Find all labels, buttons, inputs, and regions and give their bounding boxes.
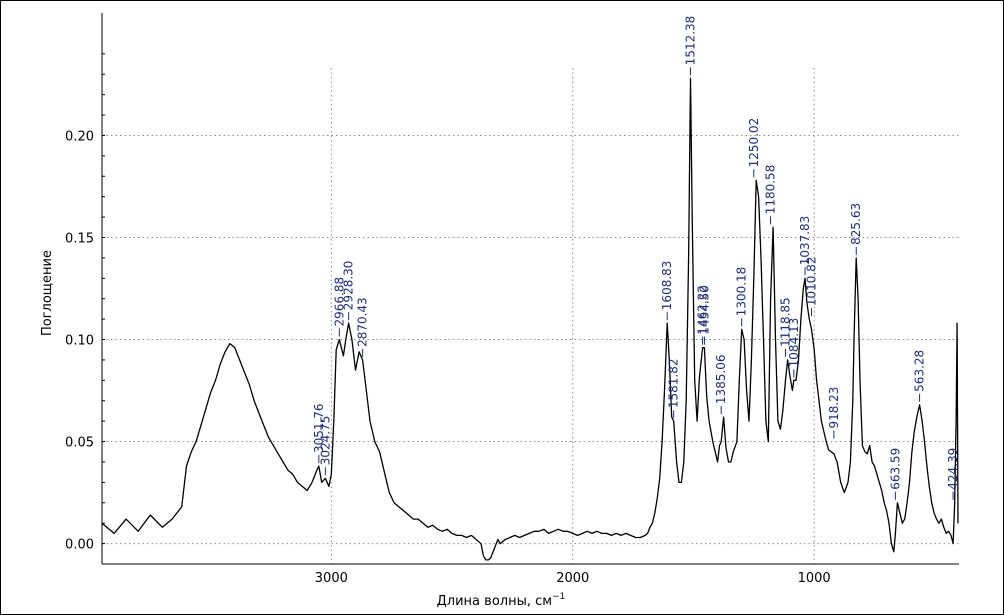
peak-annotation: 663.59 xyxy=(888,448,902,500)
series xyxy=(101,77,959,561)
grid xyxy=(102,53,959,564)
peak-label: 1300.18 xyxy=(735,267,749,317)
peak-annotation: 2928.30 xyxy=(342,261,356,321)
peak-annotation: 2870.43 xyxy=(356,297,370,357)
peak-label: 1010.82 xyxy=(805,256,819,306)
peak-label: 1180.58 xyxy=(764,165,778,215)
y-axis-title: Поглощение xyxy=(40,250,55,336)
peak-annotation: 1180.58 xyxy=(764,165,778,225)
x-tick-label: 1000 xyxy=(798,571,831,586)
spectrum-line xyxy=(101,77,959,561)
peak-annotation: 3024.75 xyxy=(318,416,332,476)
peak-label: 424.39 xyxy=(946,448,960,490)
peak-label: 1250.02 xyxy=(747,118,761,168)
x-axis-title-superscript: −1 xyxy=(552,592,565,602)
peak-label: 3024.75 xyxy=(318,416,332,466)
y-tick-label: 0.15 xyxy=(65,231,94,246)
peak-label: 825.63 xyxy=(849,203,863,245)
peak-annotation: 1037.83 xyxy=(798,216,812,276)
peak-annotation: 424.39 xyxy=(946,448,960,500)
peak-annotation: 1385.06 xyxy=(714,354,728,415)
peak-label: 663.59 xyxy=(888,448,902,490)
peak-annotation: 1084.13 xyxy=(787,318,801,378)
peak-annotation: 1454.50 xyxy=(697,285,711,345)
peak-label: 1037.83 xyxy=(798,216,812,266)
tick-labels: 3000 2000 1000 0.00 0.05 0.10 0.15 0.20 xyxy=(65,129,831,586)
peak-annotation: 825.63 xyxy=(849,203,863,255)
peak-label: 1581.82 xyxy=(667,359,681,409)
peak-label: 2870.43 xyxy=(356,297,370,347)
peak-label: 918.23 xyxy=(827,387,841,429)
peak-annotation: 1581.82 xyxy=(667,359,681,419)
peak-label: 1084.13 xyxy=(787,318,801,368)
x-tick-label: 2000 xyxy=(556,571,589,586)
peak-annotation: 1250.02 xyxy=(747,118,761,178)
peak-label: 1385.06 xyxy=(714,354,728,404)
peak-label: 1608.83 xyxy=(660,261,674,311)
peak-label: 1454.50 xyxy=(697,285,711,335)
y-tick-label: 0.10 xyxy=(65,334,94,349)
peak-annotation: 1462.22 xyxy=(696,285,710,345)
peak-annotation: 563.28 xyxy=(913,350,927,402)
y-tick-label: 0.00 xyxy=(65,538,94,553)
peak-annotation: 1608.83 xyxy=(660,261,674,321)
peak-label: 3051.76 xyxy=(312,403,326,453)
peak-label: 2966.88 xyxy=(332,277,346,327)
peak-label: 1462.22 xyxy=(696,285,710,335)
y-tick-label: 0.05 xyxy=(65,436,94,451)
axes xyxy=(101,13,959,565)
x-axis-title: Длина волны, см−1 xyxy=(437,592,566,609)
peak-annotation: 1118.85 xyxy=(778,297,792,357)
peak-label: 1512.38 xyxy=(683,16,697,66)
y-tick-label: 0.20 xyxy=(65,129,94,144)
peak-annotation: 1512.38 xyxy=(683,16,697,76)
peak-label: 2928.30 xyxy=(342,261,356,311)
x-tick-label: 3000 xyxy=(315,571,348,586)
peak-annotation: 3051.76 xyxy=(312,403,326,464)
peak-label: 1118.85 xyxy=(778,297,792,347)
x-axis-title-text: Длина волны, см xyxy=(437,594,552,609)
peak-annotation: 918.23 xyxy=(827,387,841,439)
peak-annotation: 2966.88 xyxy=(332,277,346,337)
peak-annotation: 1010.82 xyxy=(805,256,819,317)
peak-annotation: 1300.18 xyxy=(735,267,749,327)
peak-label: 563.28 xyxy=(913,350,927,392)
